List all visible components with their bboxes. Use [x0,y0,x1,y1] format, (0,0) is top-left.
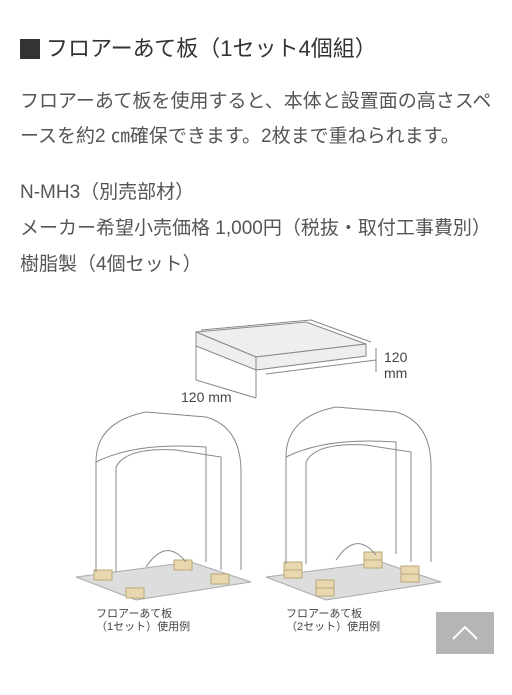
material-line: 樹脂製（4個セット） [20,248,492,282]
description-text: フロアーあて板を使用すると、本体と設置面の高さスペースを約2 ㎝確保できます。2… [20,85,492,153]
caption-2-line-2: （2セット）使用例 [286,619,380,632]
chevron-up-icon [451,625,479,641]
usage-examples-illustration: フロアーあて板 （1セット）使用例 フロアーあて板 （2セット）使用例 [56,402,456,632]
floor-pad-illustration: 120 mm 120 mm [86,292,426,402]
illustration-area: 120 mm 120 mm フロアーあて板 （1セット）使用例 [20,292,492,632]
section-title-text: フロアーあて板（1セット4個組） [46,30,377,67]
dim-depth-label-1: 120 [384,349,408,365]
dim-width-label: 120 mm [181,389,232,402]
caption-2-line-1: フロアーあて板 [286,606,362,620]
model-number: N-MH3（別売部材） [20,176,492,210]
caption-1-line-1: フロアーあて板 [96,606,172,620]
section-title: フロアーあて板（1セット4個組） [20,30,492,67]
caption-1-line-2: （1セット）使用例 [96,619,190,632]
price-line: メーカー希望小売価格 1,000円（税抜・取付工事費別） [20,212,492,246]
scroll-to-top-button[interactable] [436,612,494,654]
square-marker-icon [20,39,40,59]
dim-depth-label-2: mm [384,365,407,381]
